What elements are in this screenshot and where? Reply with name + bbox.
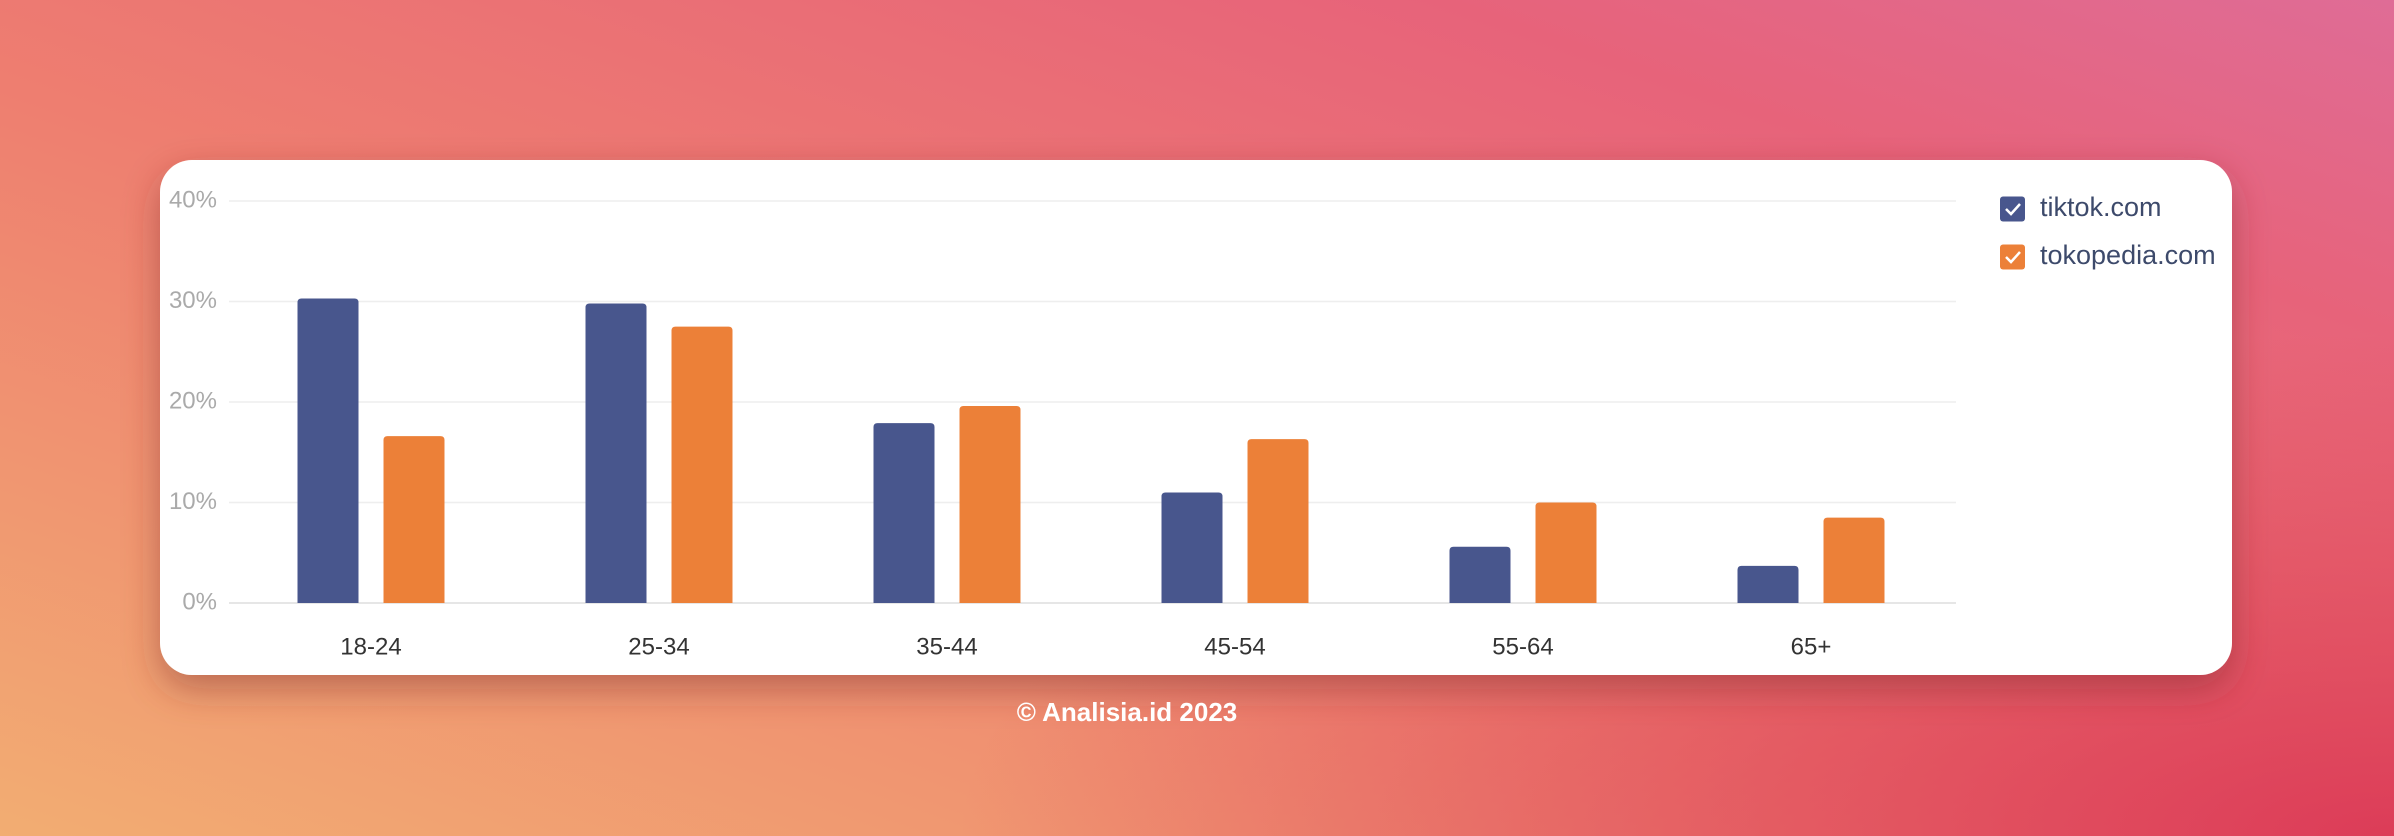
x-tick-label: 35-44 (916, 633, 977, 660)
bar (1535, 502, 1597, 603)
bar (1161, 492, 1223, 603)
checkmark (2005, 251, 2021, 264)
bar (1449, 546, 1511, 603)
y-tick-label: 30% (169, 287, 217, 314)
bar (1823, 517, 1885, 603)
legend-label[interactable]: tokopedia.com (2040, 240, 2216, 270)
bar (297, 298, 359, 603)
bar (585, 303, 647, 603)
legend-checkbox[interactable] (2000, 196, 2025, 222)
y-tick-label: 40% (169, 186, 217, 213)
bar (1737, 565, 1799, 603)
y-tick-label: 0% (182, 588, 217, 615)
bar (383, 436, 445, 603)
legend-label[interactable]: tiktok.com (2040, 192, 2162, 222)
checkmark (2005, 203, 2021, 216)
bar (959, 406, 1021, 603)
x-tick-label: 18-24 (340, 633, 401, 660)
legend-item[interactable]: tiktok.com (2000, 192, 2162, 222)
bar (1247, 439, 1309, 603)
bar (873, 423, 935, 603)
x-tick-label: 55-64 (1492, 633, 1553, 660)
x-tick-label: 25-34 (628, 633, 689, 660)
y-tick-label: 20% (169, 387, 217, 414)
x-tick-label: 45-54 (1204, 633, 1265, 660)
legend-checkbox[interactable] (2000, 244, 2025, 270)
x-tick-label: 65+ (1791, 633, 1832, 660)
bar (671, 326, 733, 603)
chart: 0% 10% 20% 30% 40% 18-24 25-34 35-44 45-54 55-64 6… (169, 186, 2216, 660)
y-tick-label: 10% (169, 488, 217, 515)
footer: © Analisia.id 2023 (1017, 697, 1238, 727)
legend-item[interactable]: tokopedia.com (2000, 240, 2216, 270)
